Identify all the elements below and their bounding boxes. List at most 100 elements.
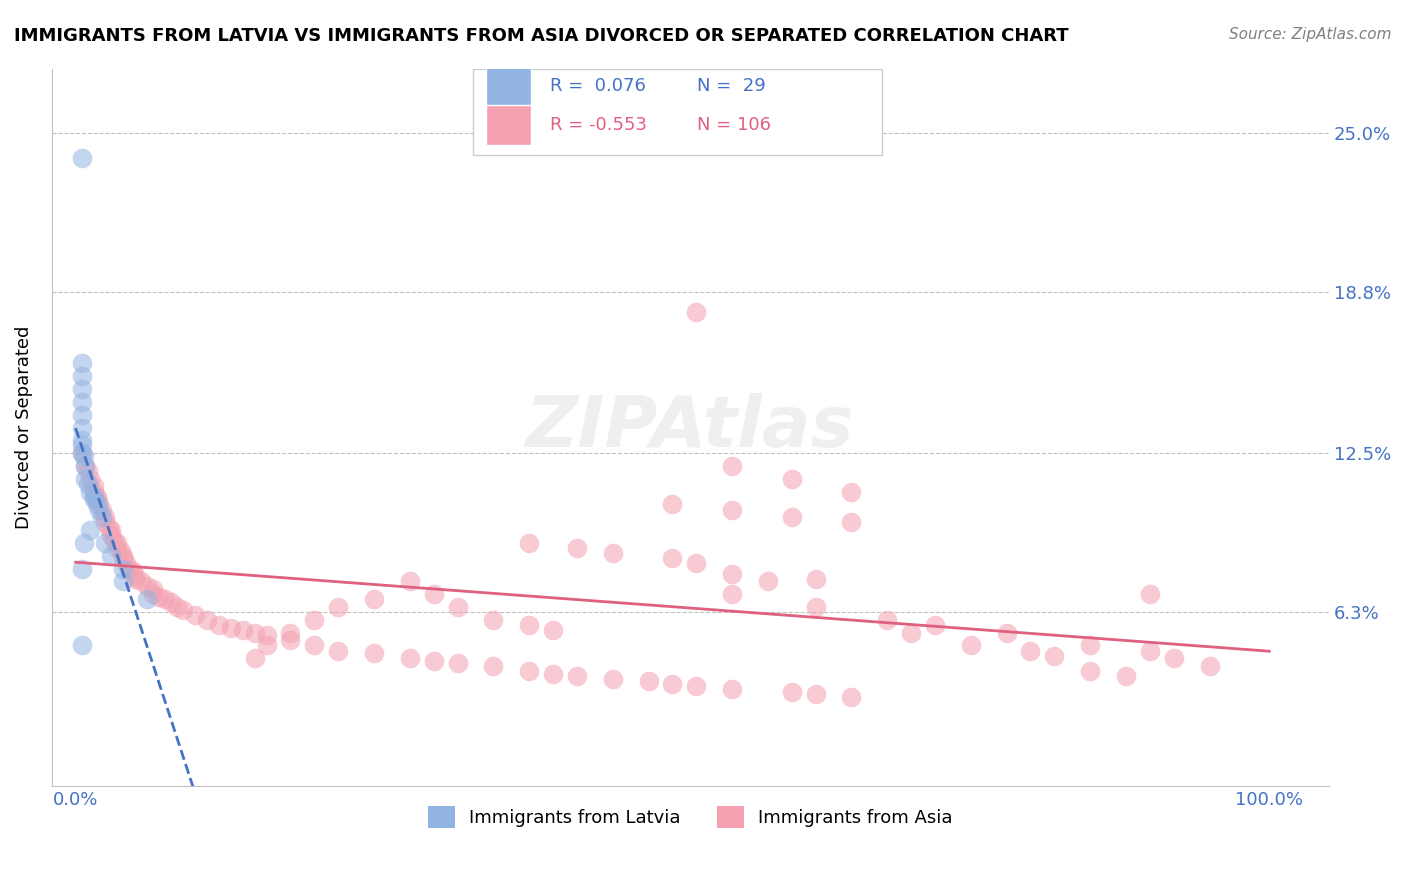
Point — [136, 592, 159, 607]
Point — [422, 587, 444, 601]
Point — [160, 595, 183, 609]
Point — [243, 625, 266, 640]
Point — [124, 572, 146, 586]
Point — [112, 574, 135, 589]
Point — [1139, 643, 1161, 657]
Point — [1139, 587, 1161, 601]
Point — [804, 687, 827, 701]
Point — [517, 664, 540, 678]
Point — [721, 587, 744, 601]
Point — [780, 684, 803, 698]
Point — [94, 536, 117, 550]
Point — [70, 434, 93, 448]
Point — [541, 623, 564, 637]
Point — [398, 651, 420, 665]
Point — [280, 625, 302, 640]
Point — [83, 490, 105, 504]
Point — [602, 672, 624, 686]
Point — [1198, 659, 1220, 673]
Point — [112, 551, 135, 566]
Point — [363, 592, 385, 607]
Point — [841, 516, 863, 530]
Text: R =  0.076: R = 0.076 — [550, 77, 645, 95]
Point — [70, 408, 93, 422]
Point — [721, 458, 744, 473]
Point — [900, 625, 922, 640]
Point — [76, 464, 98, 478]
Point — [142, 582, 165, 596]
Point — [565, 669, 588, 683]
Point — [232, 623, 254, 637]
Point — [172, 602, 194, 616]
Point — [136, 579, 159, 593]
Point — [363, 646, 385, 660]
Text: ZIPAtlas: ZIPAtlas — [526, 393, 855, 462]
Point — [112, 549, 135, 563]
Point — [70, 395, 93, 409]
Point — [876, 613, 898, 627]
Point — [637, 674, 659, 689]
Legend: Immigrants from Latvia, Immigrants from Asia: Immigrants from Latvia, Immigrants from … — [420, 798, 960, 835]
Text: N = 106: N = 106 — [697, 116, 770, 134]
Point — [103, 533, 125, 548]
Point — [70, 420, 93, 434]
Point — [565, 541, 588, 555]
Text: R = -0.553: R = -0.553 — [550, 116, 647, 134]
Point — [804, 599, 827, 614]
Point — [105, 536, 128, 550]
Point — [841, 484, 863, 499]
Point — [195, 613, 218, 627]
Text: IMMIGRANTS FROM LATVIA VS IMMIGRANTS FROM ASIA DIVORCED OR SEPARATED CORRELATION: IMMIGRANTS FROM LATVIA VS IMMIGRANTS FRO… — [14, 27, 1069, 45]
Point — [75, 472, 97, 486]
Point — [153, 592, 176, 607]
Point — [328, 643, 350, 657]
Point — [685, 557, 707, 571]
Point — [89, 497, 111, 511]
Point — [148, 590, 170, 604]
FancyBboxPatch shape — [474, 69, 882, 154]
Point — [184, 607, 207, 622]
Point — [841, 690, 863, 704]
Point — [256, 639, 278, 653]
Point — [142, 587, 165, 601]
Point — [86, 490, 108, 504]
Point — [804, 572, 827, 586]
Point — [243, 651, 266, 665]
Point — [94, 516, 117, 530]
Point — [70, 639, 93, 653]
Point — [98, 520, 121, 534]
Y-axis label: Divorced or Separated: Divorced or Separated — [15, 326, 32, 529]
Point — [780, 472, 803, 486]
Point — [124, 569, 146, 583]
Point — [721, 566, 744, 581]
Point — [100, 528, 122, 542]
Point — [73, 536, 96, 550]
Point — [756, 574, 779, 589]
Point — [73, 449, 96, 463]
Point — [94, 510, 117, 524]
Point — [100, 523, 122, 537]
Point — [70, 438, 93, 452]
Point — [112, 561, 135, 575]
Point — [90, 510, 112, 524]
Point — [122, 564, 145, 578]
Point — [482, 613, 505, 627]
Point — [86, 492, 108, 507]
Point — [959, 639, 981, 653]
Point — [721, 681, 744, 696]
Point — [661, 497, 683, 511]
Point — [602, 546, 624, 560]
Point — [995, 625, 1018, 640]
Point — [685, 680, 707, 694]
Point — [70, 151, 93, 165]
Point — [105, 541, 128, 555]
Point — [75, 458, 97, 473]
Point — [1019, 643, 1042, 657]
Point — [541, 666, 564, 681]
Point — [1115, 669, 1137, 683]
Point — [398, 574, 420, 589]
Point — [1078, 639, 1101, 653]
Point — [219, 620, 242, 634]
Point — [79, 484, 101, 499]
Point — [280, 633, 302, 648]
